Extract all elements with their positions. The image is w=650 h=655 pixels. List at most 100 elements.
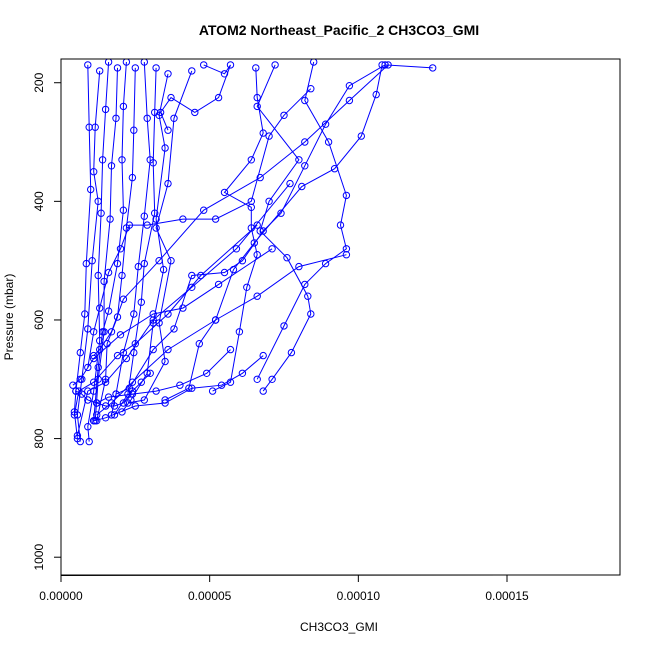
data-point xyxy=(164,310,172,318)
x-tick-label: 0.00010 xyxy=(337,589,381,603)
data-point xyxy=(259,387,267,395)
data-point xyxy=(188,283,196,291)
data-point xyxy=(101,414,110,422)
data-point xyxy=(119,399,128,407)
plot-area xyxy=(60,58,621,576)
data-point xyxy=(301,162,309,170)
data-point xyxy=(76,375,85,383)
x-tick-label: 0.00005 xyxy=(188,589,232,603)
data-point xyxy=(197,271,205,280)
data-point xyxy=(280,322,288,330)
data-point xyxy=(271,61,279,69)
profile-line xyxy=(93,64,389,356)
data-point xyxy=(87,185,95,194)
data-point xyxy=(106,215,114,223)
data-point xyxy=(170,114,178,123)
data-point xyxy=(118,271,126,280)
data-point xyxy=(96,304,104,312)
data-point xyxy=(220,188,229,197)
profile-line xyxy=(87,88,312,368)
data-point xyxy=(301,280,309,289)
data-point xyxy=(321,120,330,128)
y-axis: 200 400 600 800 1000 xyxy=(32,72,61,571)
data-point xyxy=(107,328,116,336)
profile-line xyxy=(96,254,347,416)
data-point xyxy=(191,108,199,117)
data-point xyxy=(256,173,264,182)
data-point xyxy=(122,59,131,66)
data-point xyxy=(238,369,247,377)
data-point xyxy=(137,378,146,386)
data-point xyxy=(88,257,96,265)
profile-line xyxy=(115,64,433,395)
data-point xyxy=(90,417,98,425)
data-point xyxy=(94,363,102,372)
data-point xyxy=(76,437,85,446)
data-point xyxy=(310,59,318,66)
data-point xyxy=(90,168,98,176)
data-point xyxy=(72,387,80,395)
data-point xyxy=(146,369,154,377)
data-point xyxy=(149,316,157,324)
data-point xyxy=(277,209,285,217)
data-point xyxy=(140,259,149,268)
profile-line xyxy=(96,349,231,404)
data-point xyxy=(84,325,92,333)
profile-line xyxy=(94,67,118,421)
data-point xyxy=(113,313,122,321)
data-point xyxy=(81,310,89,318)
profile-series xyxy=(124,67,196,407)
data-point xyxy=(238,257,247,265)
data-point xyxy=(119,206,128,214)
data-point xyxy=(140,212,149,220)
data-point xyxy=(93,399,101,407)
data-point xyxy=(124,399,132,407)
y-tick-label: 1000 xyxy=(32,544,46,571)
data-point xyxy=(179,304,187,312)
data-point xyxy=(149,159,157,167)
data-point xyxy=(128,387,137,395)
data-point xyxy=(104,59,113,66)
data-point xyxy=(84,387,92,395)
profile-series xyxy=(93,345,235,407)
data-point xyxy=(286,179,294,188)
data-point xyxy=(429,64,437,72)
data-point xyxy=(100,277,108,286)
data-point xyxy=(384,61,392,69)
data-point xyxy=(253,251,261,259)
data-point xyxy=(235,328,244,336)
data-point xyxy=(250,239,259,247)
profile-line xyxy=(76,70,101,442)
data-point xyxy=(214,93,223,102)
data-point xyxy=(119,348,128,357)
data-point xyxy=(211,215,220,223)
data-point xyxy=(90,328,98,336)
profile-series xyxy=(90,351,267,425)
data-point xyxy=(73,431,82,440)
data-point xyxy=(155,319,163,327)
profile-line xyxy=(164,64,383,401)
data-point xyxy=(211,316,220,324)
x-tick-label: 0.00000 xyxy=(39,589,83,603)
data-point xyxy=(84,363,92,372)
data-point xyxy=(336,221,345,229)
data-point xyxy=(259,227,267,235)
data-point xyxy=(98,156,107,164)
data-point xyxy=(253,221,261,229)
data-point xyxy=(91,123,99,131)
data-point xyxy=(128,173,137,182)
profile-line xyxy=(72,248,273,386)
data-point xyxy=(324,138,333,146)
data-point xyxy=(307,310,315,318)
data-point xyxy=(295,262,303,271)
x-tick-label: 0.00015 xyxy=(485,589,529,603)
data-point xyxy=(101,378,110,386)
profile-series xyxy=(112,61,437,398)
x-axis-label: CH3CO3_GMI xyxy=(300,620,378,634)
data-point xyxy=(164,345,172,354)
y-tick-label: 800 xyxy=(32,428,46,448)
data-point xyxy=(131,402,140,410)
data-point xyxy=(252,64,260,72)
data-point xyxy=(330,165,339,173)
profile-series xyxy=(91,64,122,425)
